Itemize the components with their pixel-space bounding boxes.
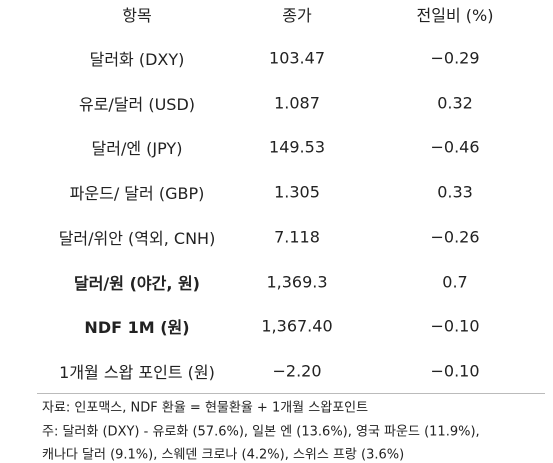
table-cell: NDF 1M (원)	[84, 318, 190, 338]
header-cell: 전일비 (%)	[416, 6, 494, 25]
divider	[37, 393, 545, 394]
table-cell: 달러/위안 (역외, CNH)	[58, 228, 216, 248]
table-cell: 달러/엔 (JPY)	[91, 139, 183, 159]
table-cell: −0.10	[430, 316, 480, 336]
table-cell: 0.33	[437, 182, 473, 202]
table-cell: 0.32	[437, 93, 473, 113]
table-cell: 1,369.3	[266, 272, 328, 291]
note: 자료: 인포맥스, NDF 환율 = 현물환율 + 1개월 스왑포인트	[42, 400, 369, 416]
note: 주: 달러화 (DXY) - 유로화 (57.6%), 일본 엔 (13.6%)…	[42, 424, 480, 440]
table-cell: 파운드/ 달러 (GBP)	[69, 184, 205, 204]
header-cell: 종가	[282, 6, 312, 25]
table-cell: 유로/달러 (USD)	[78, 94, 196, 114]
table-cell: 1.087	[274, 93, 320, 113]
table-cell: −0.29	[430, 48, 480, 68]
table-cell: 7.118	[274, 227, 320, 247]
table-cell: 0.7	[442, 272, 468, 291]
table-cell: 1,367.40	[261, 316, 333, 336]
table-cell: 달러화 (DXY)	[89, 50, 185, 69]
table-cell: 103.47	[269, 48, 325, 68]
table-cell: 1개월 스왑 포인트 (원)	[59, 362, 215, 382]
table-cell: −0.10	[430, 361, 480, 381]
table-cell: 1.305	[274, 182, 320, 202]
table-cell: −0.26	[430, 227, 480, 247]
note: 캐나다 달러 (9.1%), 스웨덴 크로나 (4.2%), 스위스 프랑 (3…	[42, 447, 405, 463]
table-cell: −0.46	[430, 137, 480, 157]
header-cell: 항목	[122, 6, 152, 25]
table-cell: 달러/원 (야간, 원)	[73, 273, 201, 293]
table-cell: −2.20	[272, 361, 322, 381]
table-cell: 149.53	[269, 137, 325, 157]
